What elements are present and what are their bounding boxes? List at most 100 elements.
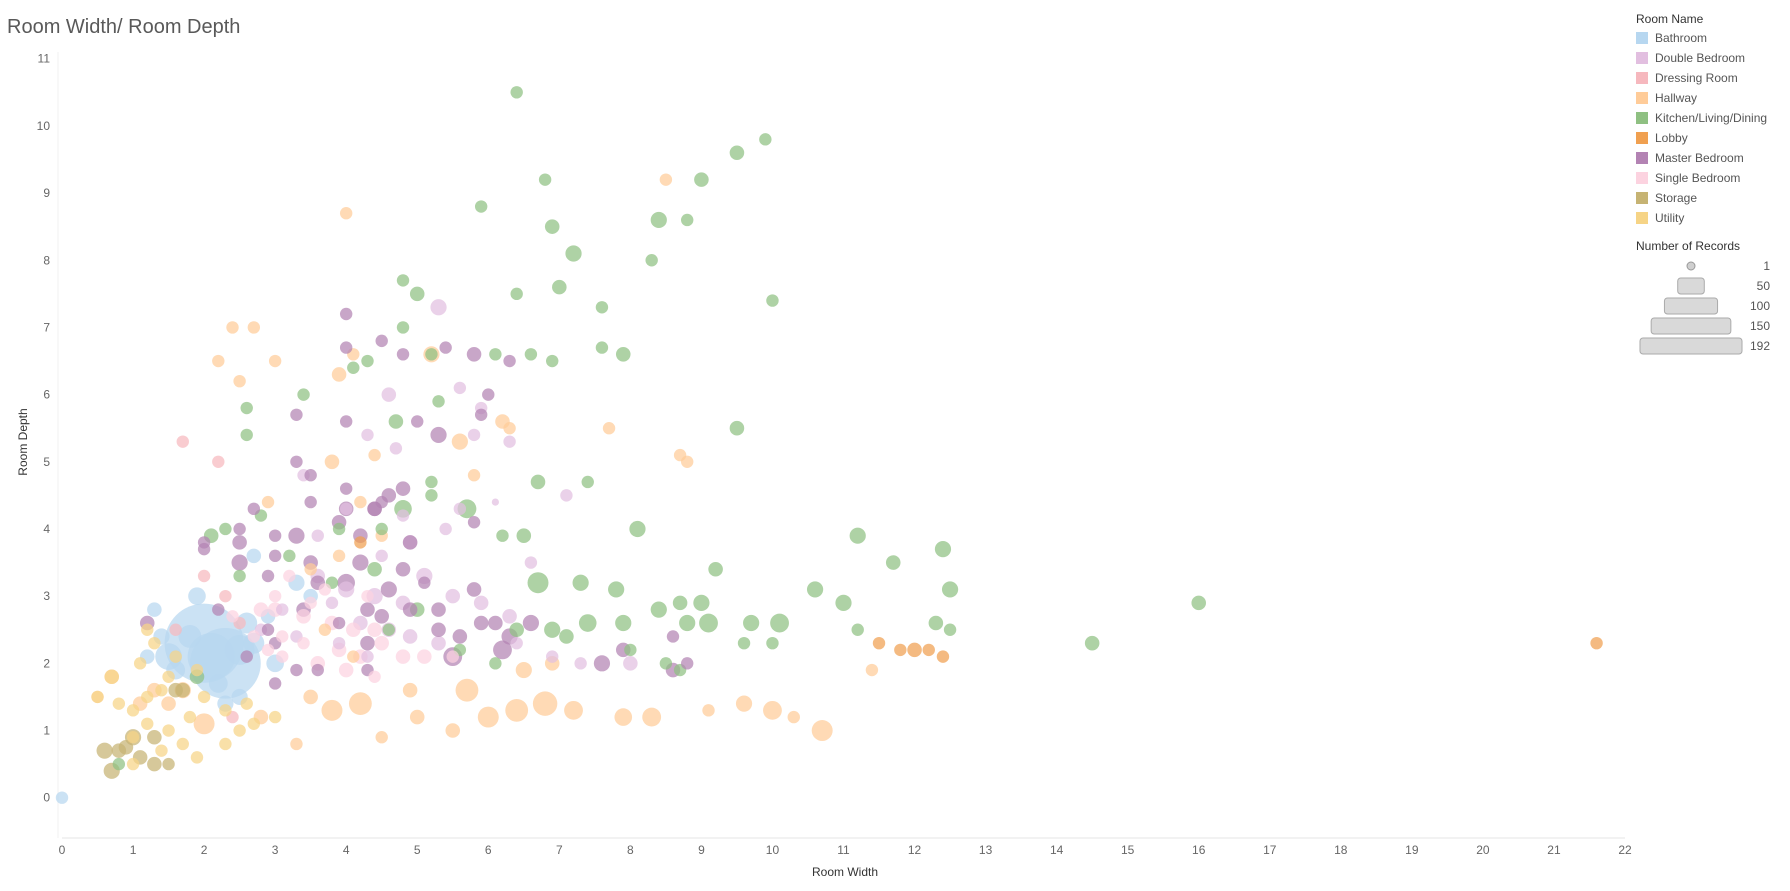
data-point: Master Bedroom bbox=[339, 482, 353, 495]
x-tick-label: 13 bbox=[979, 843, 993, 857]
data-point: Kitchen/Living/Dining bbox=[581, 475, 594, 489]
size-legend-mark bbox=[1663, 297, 1719, 315]
data-point: Master Bedroom bbox=[352, 554, 369, 571]
data-point: Double Bedroom bbox=[510, 636, 523, 650]
data-point: Utility bbox=[240, 697, 253, 710]
x-tick-label: 3 bbox=[272, 843, 279, 857]
y-tick-label: 1 bbox=[43, 724, 50, 738]
data-point: Kitchen/Living/Dining bbox=[546, 354, 559, 368]
legend-label: Bathroom bbox=[1655, 31, 1707, 45]
size-legend-mark bbox=[1686, 261, 1696, 271]
legend-swatch bbox=[1636, 52, 1648, 64]
data-point: Kitchen/Living/Dining bbox=[510, 86, 523, 99]
data-point: Kitchen/Living/Dining bbox=[851, 623, 864, 636]
data-point: Double Bedroom bbox=[473, 595, 489, 611]
data-point: Master Bedroom bbox=[231, 554, 248, 571]
data-point: Hallway bbox=[787, 710, 800, 724]
legend-swatch bbox=[1636, 32, 1648, 44]
data-point: Utility bbox=[126, 731, 140, 744]
data-point: Kitchen/Living/Dining bbox=[544, 621, 561, 638]
data-point: Master Bedroom bbox=[439, 341, 452, 354]
x-tick-label: 11 bbox=[837, 843, 850, 857]
data-point: Dressing Room bbox=[176, 435, 189, 448]
data-point: Kitchen/Living/Dining bbox=[527, 572, 549, 594]
data-point: Hallway bbox=[290, 737, 303, 751]
data-point: Single Bedroom bbox=[297, 636, 310, 650]
data-point: Master Bedroom bbox=[339, 341, 353, 354]
data-point: Single Bedroom bbox=[296, 609, 311, 624]
data-point: Master Bedroom bbox=[268, 677, 282, 690]
x-tick-label: 12 bbox=[908, 843, 922, 857]
data-point: Hallway bbox=[331, 367, 347, 382]
size-legend-label: 192 bbox=[1750, 339, 1770, 353]
data-point: Master Bedroom bbox=[431, 602, 446, 617]
data-point: Storage bbox=[147, 756, 162, 772]
data-point: Storage bbox=[168, 682, 183, 698]
legend-label: Utility bbox=[1655, 211, 1684, 225]
data-point: Master Bedroom bbox=[473, 615, 489, 631]
data-point: Lobby bbox=[907, 642, 922, 658]
data-point: Utility bbox=[247, 717, 261, 730]
x-axis-ticks: 0 1 2 3 4 5 6 7 8 9 10 11 12 13 14 15 16 17 18 19 20 21 22 bbox=[59, 843, 1632, 857]
data-point: Kitchen/Living/Dining bbox=[694, 172, 709, 187]
data-point: Utility bbox=[141, 623, 154, 636]
data-point: Bathroom bbox=[208, 674, 228, 693]
data-point: Double Bedroom bbox=[276, 603, 289, 616]
x-tick-label: 7 bbox=[556, 843, 563, 857]
data-point: Kitchen/Living/Dining bbox=[645, 254, 658, 267]
size-legend-label: 1 bbox=[1763, 259, 1770, 273]
data-point: Bathroom bbox=[55, 791, 69, 804]
data-point: Kitchen/Living/Dining bbox=[679, 614, 696, 632]
x-tick-label: 8 bbox=[627, 843, 634, 857]
legend-swatch bbox=[1636, 172, 1648, 184]
x-tick-label: 14 bbox=[1050, 843, 1064, 857]
legend-swatch bbox=[1636, 132, 1648, 144]
data-point: Master Bedroom bbox=[304, 469, 317, 482]
data-point: Kitchen/Living/Dining bbox=[943, 623, 957, 636]
data-point: Utility bbox=[162, 724, 175, 737]
data-point: Kitchen/Living/Dining bbox=[538, 173, 552, 186]
data-point: Kitchen/Living/Dining bbox=[608, 581, 625, 598]
data-point: Kitchen/Living/Dining bbox=[770, 613, 789, 633]
data-point: Double Bedroom bbox=[375, 549, 388, 563]
data-point: Dressing Room bbox=[197, 569, 211, 583]
data-point: Dressing Room bbox=[219, 589, 232, 603]
data-point: Utility bbox=[233, 724, 246, 737]
data-point: Kitchen/Living/Dining bbox=[693, 594, 710, 611]
data-point: Double Bedroom bbox=[574, 657, 587, 670]
data-point: Utility bbox=[104, 669, 120, 685]
size-legend-label: 100 bbox=[1750, 299, 1770, 313]
legend-label: Kitchen/Living/Dining bbox=[1655, 111, 1767, 125]
data-point: Hallway bbox=[233, 374, 246, 388]
data-point: Hallway bbox=[865, 663, 879, 677]
data-point: Hallway bbox=[505, 698, 529, 722]
data-point: Master Bedroom bbox=[395, 562, 411, 577]
data-point: Hallway bbox=[368, 448, 381, 462]
data-point: Single Bedroom bbox=[276, 650, 289, 663]
data-point: Lobby bbox=[354, 536, 367, 549]
data-point: Kitchen/Living/Dining bbox=[699, 613, 718, 633]
size-legend-mark bbox=[1639, 337, 1743, 355]
data-point: Kitchen/Living/Dining bbox=[737, 636, 751, 650]
data-point: Utility bbox=[148, 636, 161, 650]
data-point: Single Bedroom bbox=[268, 589, 282, 603]
x-axis-title: Room Width bbox=[812, 865, 878, 879]
data-point: Hallway bbox=[602, 422, 616, 435]
data-point: Utility bbox=[155, 684, 168, 697]
data-point: Single Bedroom bbox=[276, 630, 289, 643]
data-point: Kitchen/Living/Dining bbox=[595, 341, 609, 354]
data-point: Kitchen/Living/Dining bbox=[509, 622, 524, 638]
data-point: Hallway bbox=[763, 700, 782, 720]
data-point: Kitchen/Living/Dining bbox=[425, 489, 438, 502]
data-point: Hallway bbox=[161, 696, 176, 711]
data-point: Single Bedroom bbox=[367, 622, 382, 638]
data-point: Single Bedroom bbox=[318, 583, 332, 596]
data-point: Hallway bbox=[642, 707, 662, 727]
data-point: Storage bbox=[96, 742, 113, 759]
x-tick-label: 18 bbox=[1334, 843, 1348, 857]
data-point: Master Bedroom bbox=[395, 481, 411, 496]
data-point: Kitchen/Living/Dining bbox=[297, 388, 310, 401]
data-point: Kitchen/Living/Dining bbox=[806, 581, 824, 598]
y-tick-label: 3 bbox=[43, 589, 50, 603]
data-point: Kitchen/Living/Dining bbox=[941, 581, 959, 598]
